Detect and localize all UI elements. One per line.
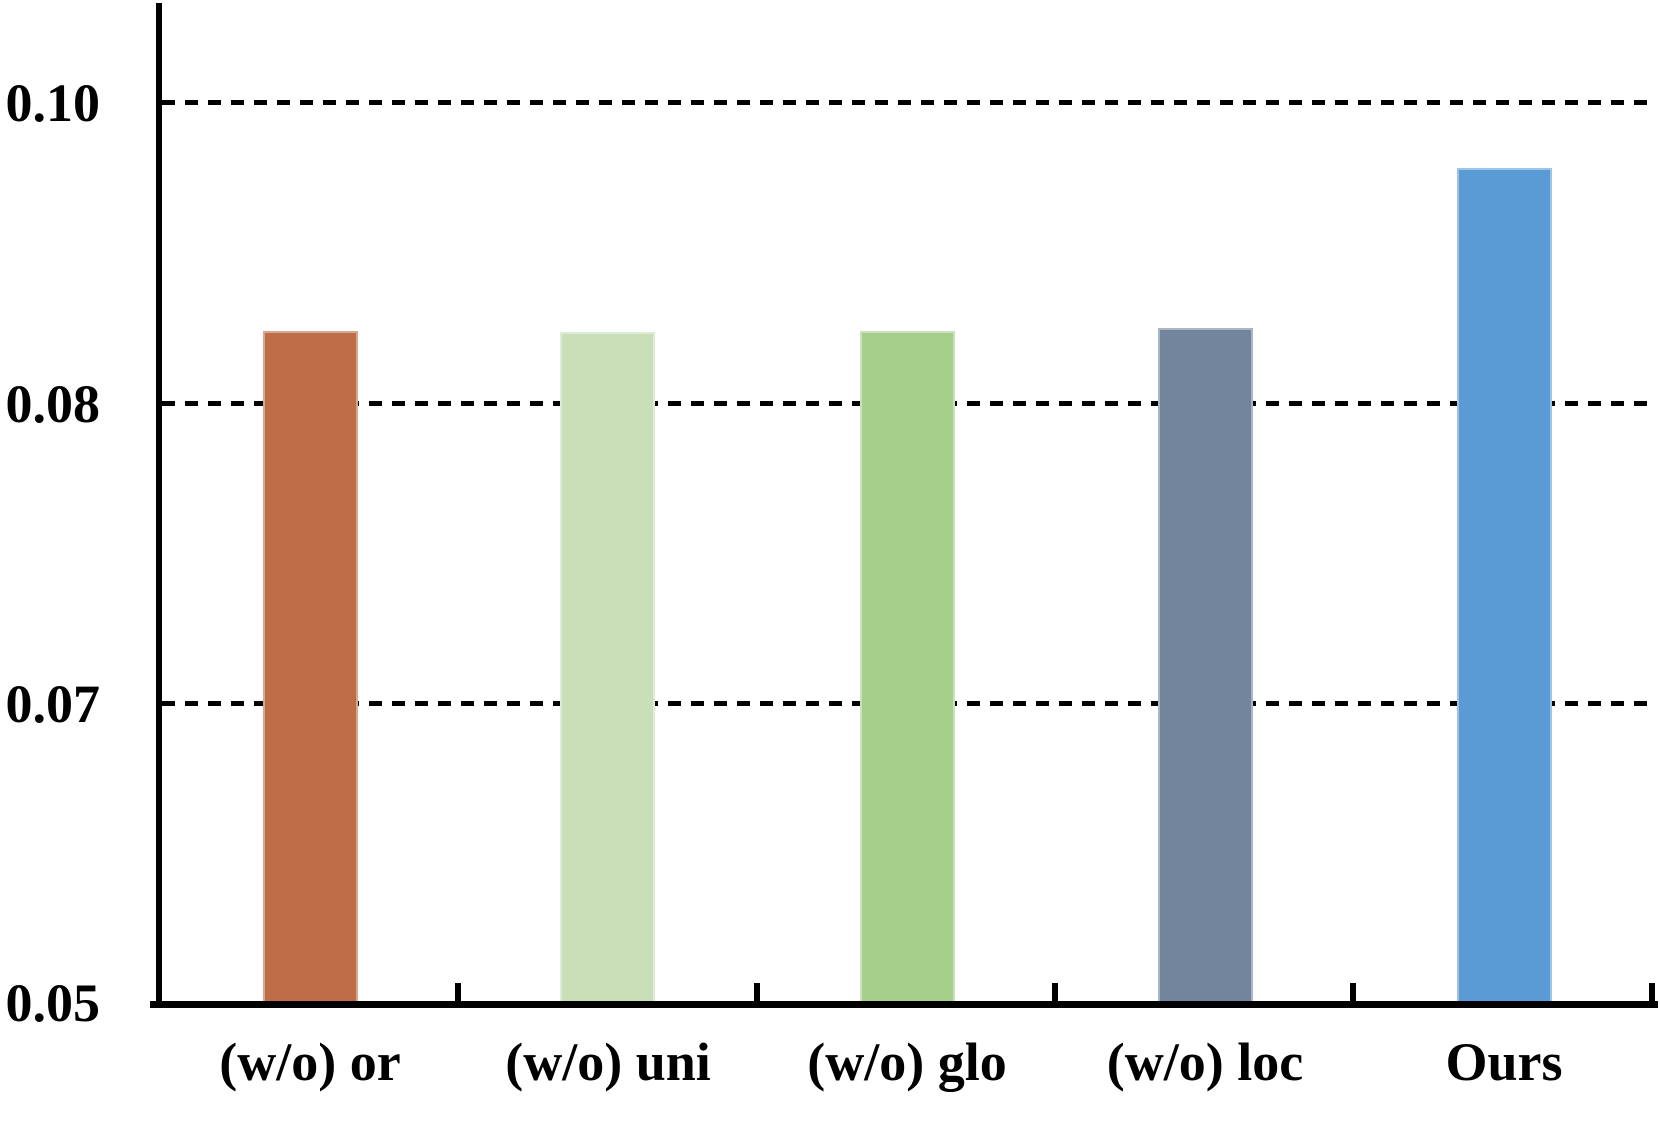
x-axis-tick-0 [455,983,461,1008]
x-category-label: (w/o) uni [505,1032,711,1092]
x-category-label: (w/o) glo [807,1032,1007,1092]
gridline-0.10 [162,100,1656,105]
x-axis-tick-1 [754,983,760,1008]
y-tick-label: 0.05 [5,973,101,1033]
x-axis-tick-2 [1052,983,1058,1008]
bar-ours [1457,168,1552,1001]
bar-w-o-loc [1158,328,1253,1001]
y-tick-label: 0.10 [5,73,101,133]
x-category-label: Ours [1445,1032,1563,1092]
x-axis-tick-3 [1350,983,1356,1008]
bar-w-o-uni [560,332,655,1001]
x-category-label: (w/o) loc [1106,1032,1304,1092]
y-tick-label: 0.07 [5,674,101,734]
x-category-label: (w/o) or [219,1032,401,1092]
bar-w-o-glo [860,331,955,1001]
x-axis-tick-4 [1649,983,1655,1008]
bar-w-o-or [263,331,358,1001]
y-axis-line [156,3,162,1008]
x-axis-line [150,1001,1658,1008]
y-tick-label: 0.08 [5,374,101,434]
